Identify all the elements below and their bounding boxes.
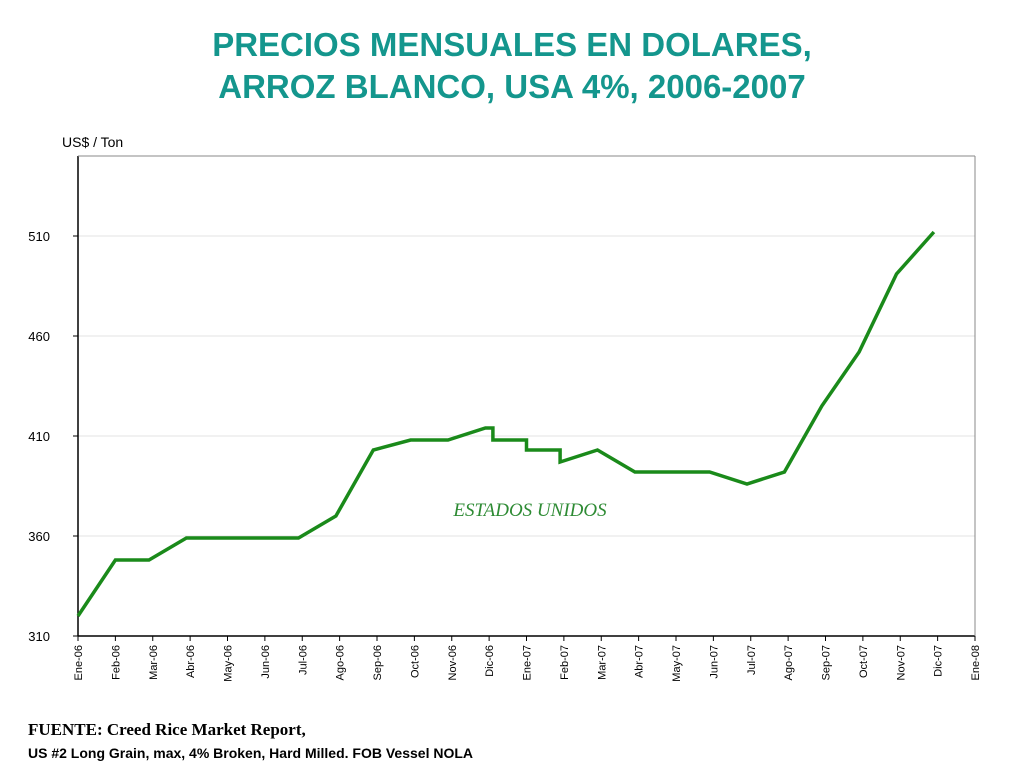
y-tick-label: 310 bbox=[28, 629, 50, 644]
x-tick-label: Ago-07 bbox=[783, 645, 795, 680]
x-tick-label: Mar-06 bbox=[148, 645, 160, 680]
source-detail: US #2 Long Grain, max, 4% Broken, Hard M… bbox=[28, 745, 474, 761]
x-tick-label: Jul-06 bbox=[297, 645, 309, 675]
series-annotation: ESTADOS UNIDOS bbox=[452, 500, 607, 521]
source-title: FUENTE: Creed Rice Market Report, bbox=[28, 720, 306, 739]
x-tick-label: Jun-07 bbox=[708, 645, 720, 679]
x-tick-label: Dic-07 bbox=[933, 645, 945, 677]
x-tick-label: Nov-06 bbox=[447, 645, 459, 680]
x-tick-label: Abr-07 bbox=[634, 645, 646, 678]
x-tick-label: Ene-07 bbox=[522, 645, 534, 680]
chart-title-line2: ARROZ BLANCO, USA 4%, 2006-2007 bbox=[218, 68, 806, 105]
x-tick-label: Oct-07 bbox=[858, 645, 870, 678]
chart-title-line1: PRECIOS MENSUALES EN DOLARES, bbox=[212, 26, 812, 63]
x-tick-label: Nov-07 bbox=[895, 645, 907, 680]
x-tick-label: Sep-07 bbox=[821, 645, 833, 680]
x-tick-label: Abr-06 bbox=[185, 645, 197, 678]
x-tick-label: Feb-06 bbox=[110, 645, 122, 680]
y-axis-ticks: 310 360 410 460 510 bbox=[28, 229, 78, 644]
x-tick-label: Ene-08 bbox=[970, 645, 982, 680]
x-axis-ticks: Ene-06 Feb-06 Mar-06 Abr-06 May-06 Jun-06 Jul-… bbox=[73, 636, 982, 682]
axes bbox=[77, 155, 976, 637]
y-axis-label: US$ / Ton bbox=[62, 134, 123, 150]
x-tick-label: Oct-06 bbox=[409, 645, 421, 678]
x-tick-label: Feb-07 bbox=[559, 645, 571, 680]
x-tick-label: May-07 bbox=[671, 645, 683, 682]
x-tick-label: Sep-06 bbox=[372, 645, 384, 680]
x-tick-label: Mar-07 bbox=[596, 645, 608, 680]
series-line bbox=[76, 230, 936, 617]
y-tick-label: 460 bbox=[28, 329, 50, 344]
gridlines bbox=[78, 235, 975, 537]
y-tick-label: 360 bbox=[28, 529, 50, 544]
y-tick-label: 510 bbox=[28, 229, 50, 244]
x-tick-label: Ago-06 bbox=[335, 645, 347, 680]
chart-title: PRECIOS MENSUALES EN DOLARES, ARROZ BLAN… bbox=[0, 24, 1024, 108]
x-tick-label: Ene-06 bbox=[73, 645, 85, 680]
x-tick-label: May-06 bbox=[223, 645, 235, 682]
x-tick-label: Dic-06 bbox=[484, 645, 496, 677]
x-tick-label: Jun-06 bbox=[260, 645, 272, 679]
y-tick-label: 410 bbox=[28, 429, 50, 444]
x-tick-label: Jul-07 bbox=[746, 645, 758, 675]
